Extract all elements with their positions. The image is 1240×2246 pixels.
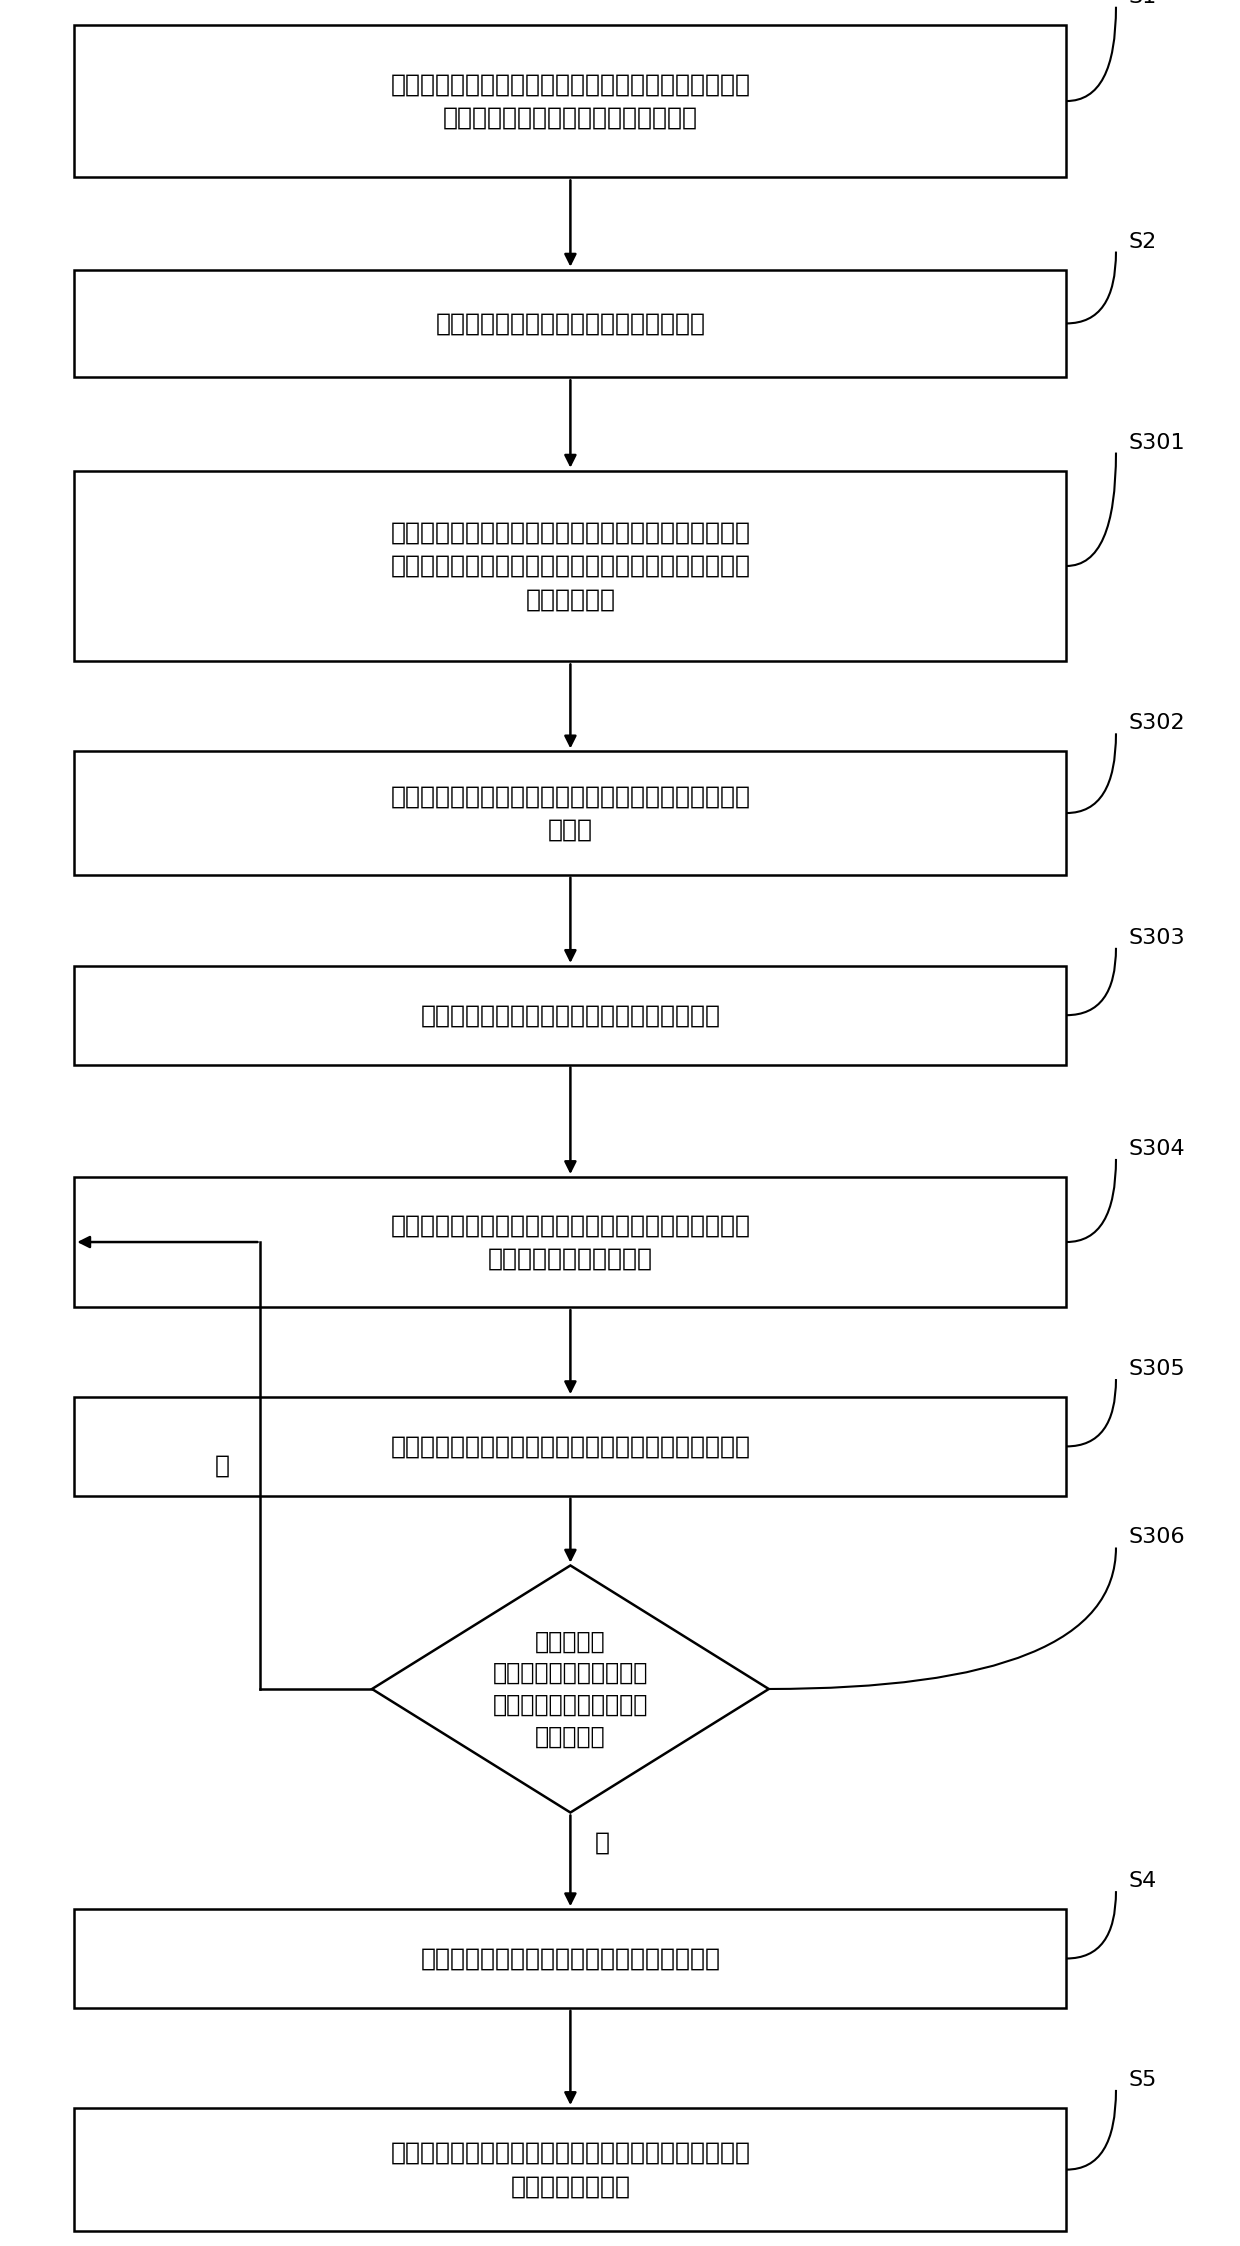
Text: S2: S2 — [1128, 231, 1157, 252]
Text: S306: S306 — [1128, 1527, 1185, 1547]
Text: 根据所有焊缝的端点坐标对种群中的各个个体进行染色
体编码: 根据所有焊缝的端点坐标对种群中的各个个体进行染色 体编码 — [391, 784, 750, 842]
FancyBboxPatch shape — [74, 1909, 1066, 2008]
FancyBboxPatch shape — [74, 472, 1066, 660]
Text: 结合基本信息以及信息素的初始值，利用蚁群算法计算
得到最优焊接路径: 结合基本信息以及信息素的初始值，利用蚁群算法计算 得到最优焊接路径 — [391, 2140, 750, 2199]
FancyBboxPatch shape — [74, 750, 1066, 876]
FancyBboxPatch shape — [74, 270, 1066, 377]
Text: S303: S303 — [1128, 928, 1185, 948]
Text: S301: S301 — [1128, 433, 1185, 454]
Text: 根据较优路径初始化蚁群算法信息素的初始值: 根据较优路径初始化蚁群算法信息素的初始值 — [420, 1947, 720, 1970]
Text: 对种群的个体进行选择、交叉、变异操作，更新进化率: 对种群的个体进行选择、交叉、变异操作，更新进化率 — [391, 1435, 750, 1458]
Text: S1: S1 — [1128, 0, 1157, 7]
Polygon shape — [372, 1565, 769, 1813]
Text: S305: S305 — [1128, 1359, 1185, 1379]
Text: S302: S302 — [1128, 714, 1185, 732]
FancyBboxPatch shape — [74, 1177, 1066, 1307]
Text: 否: 否 — [215, 1453, 229, 1478]
FancyBboxPatch shape — [74, 25, 1066, 177]
Text: 根据各条焊缝的端点坐标计算出空载路径: 根据各条焊缝的端点坐标计算出空载路径 — [435, 312, 706, 335]
Text: 是: 是 — [595, 1830, 610, 1855]
Text: 根据适应度函数计算种群中的个体的适应度值，并根据
适应度值更新群中的个体: 根据适应度函数计算种群中的个体的适应度值，并根据 适应度值更新群中的个体 — [391, 1213, 750, 1271]
Text: S5: S5 — [1128, 2071, 1157, 2089]
FancyBboxPatch shape — [74, 2107, 1066, 2233]
Text: S304: S304 — [1128, 1139, 1185, 1159]
Text: 以空载路径和焊缝长度为变量建立适应度函数: 以空载路径和焊缝长度为变量建立适应度函数 — [420, 1004, 720, 1026]
Text: 初始化遗传算法的最大迭代次数、最小迭代次数、进化
率、选择概率、交叉概率、变异概率、种群个体数量、
进化率预期值: 初始化遗传算法的最大迭代次数、最小迭代次数、进化 率、选择概率、交叉概率、变异概… — [391, 521, 750, 611]
Text: 获取每条焊缝的基本信息，所述基本信息至少包括焊缝
长度、端点坐标、是否具有方向性要求: 获取每条焊缝的基本信息，所述基本信息至少包括焊缝 长度、端点坐标、是否具有方向性… — [391, 72, 750, 130]
Text: 判断进化率
是否达到进化率预期值；
若是，根据种群个体输出
较优路径；: 判断进化率 是否达到进化率预期值； 若是，根据种群个体输出 较优路径； — [492, 1631, 649, 1747]
Text: S4: S4 — [1128, 1871, 1157, 1891]
FancyBboxPatch shape — [74, 966, 1066, 1065]
FancyBboxPatch shape — [74, 1397, 1066, 1496]
